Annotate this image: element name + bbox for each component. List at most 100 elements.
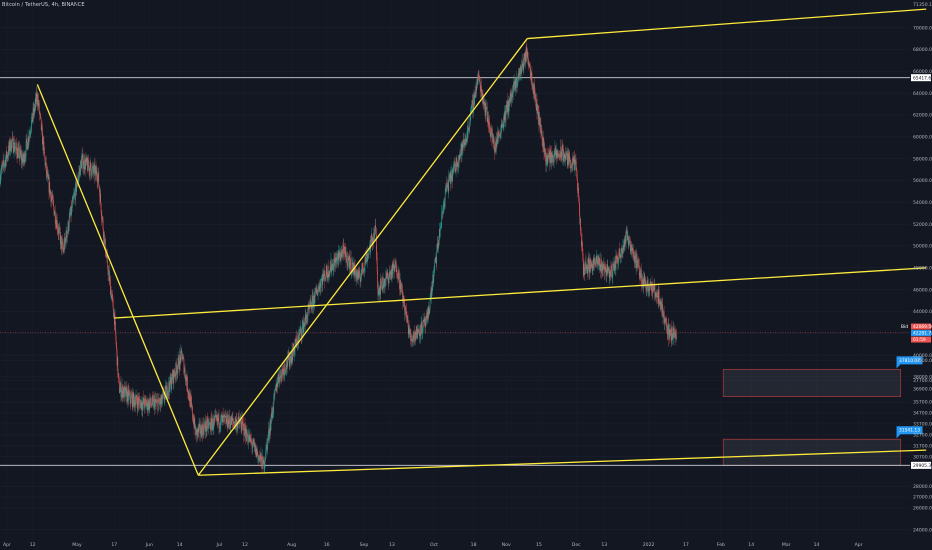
candle-body — [129, 392, 131, 401]
candle-body — [424, 317, 425, 322]
candle-body — [241, 418, 243, 422]
candle-body — [559, 154, 560, 157]
candle-body — [379, 290, 380, 296]
candle-body — [261, 467, 263, 469]
candle-body — [371, 235, 373, 237]
candle-body — [173, 370, 174, 384]
candle-body — [167, 391, 169, 397]
candle-body — [349, 255, 350, 269]
candle-body — [466, 138, 468, 142]
candle-body — [614, 270, 615, 271]
candle-body — [449, 171, 451, 181]
candle-body — [243, 425, 245, 436]
candle-body — [642, 281, 644, 288]
candle-body — [392, 263, 393, 271]
candle-body — [558, 154, 560, 157]
candle-body — [577, 187, 579, 194]
candle-body — [483, 101, 484, 105]
candle-body — [167, 396, 168, 398]
candle-body — [429, 308, 430, 314]
candle-body — [210, 422, 211, 430]
price-tick-label: 60000.00 — [913, 134, 932, 140]
candle-body — [255, 445, 257, 458]
candle-body — [23, 153, 24, 162]
price-tick-label: 52000.00 — [913, 222, 932, 228]
candle-body — [42, 128, 43, 145]
candle-body — [393, 264, 394, 266]
candle-body — [467, 125, 469, 132]
candle-body — [443, 205, 444, 209]
candle-body — [392, 264, 394, 274]
candle-body — [665, 317, 667, 319]
candle-body — [474, 91, 476, 98]
candle-body — [379, 285, 381, 291]
candle-body — [219, 426, 220, 429]
candle-body — [6, 155, 8, 159]
candle-body — [26, 139, 27, 142]
candle-body — [60, 235, 61, 244]
candle-body — [23, 158, 25, 162]
candle-body — [568, 152, 570, 156]
candle-body — [537, 105, 539, 112]
candle-body — [446, 182, 448, 187]
candle-body — [412, 339, 414, 341]
candle-body — [521, 60, 523, 71]
candle-body — [427, 312, 429, 319]
candle-body — [399, 279, 401, 289]
candle-body — [197, 429, 198, 434]
candle-body — [410, 335, 412, 341]
candle-body — [229, 423, 231, 428]
candle-body — [565, 155, 567, 160]
candle-body — [269, 425, 271, 432]
candle-body — [641, 274, 642, 285]
candle-body — [308, 304, 310, 310]
candle-body — [622, 245, 624, 251]
candle-body — [252, 446, 253, 448]
candle-body — [657, 292, 659, 304]
candle-body — [300, 327, 301, 331]
price-tick-label: 44000.00 — [913, 309, 932, 315]
candle-body — [519, 72, 521, 80]
candle-body — [260, 453, 262, 459]
candle-body — [617, 262, 619, 263]
candle-body — [189, 394, 191, 407]
candle-body — [164, 393, 166, 400]
time-tick-label: Jun — [145, 542, 153, 548]
candle-body — [320, 282, 321, 284]
candle-body — [260, 454, 261, 461]
candle-body — [337, 252, 339, 260]
candle-body — [595, 263, 596, 265]
candle-body — [51, 197, 52, 203]
candle-body — [481, 92, 483, 97]
candle-body — [505, 104, 507, 106]
candle-body — [101, 217, 103, 220]
candle-body — [634, 255, 636, 264]
candle-body — [244, 424, 245, 436]
candle-body — [313, 295, 315, 304]
candle-body — [60, 235, 62, 238]
candle-body — [638, 265, 640, 276]
candle-body — [278, 381, 280, 383]
candle-body — [255, 445, 256, 455]
candle-body — [458, 155, 460, 162]
candle-body — [43, 141, 44, 151]
candle-body — [82, 154, 83, 157]
candle-body — [574, 157, 575, 165]
candle-body — [662, 314, 664, 318]
candle-body — [111, 295, 113, 296]
candle-body — [489, 127, 491, 134]
candle-body — [227, 414, 228, 428]
candle-body — [306, 317, 308, 324]
candle-body — [190, 396, 192, 400]
candle-body — [651, 283, 653, 293]
candle-body — [112, 300, 114, 310]
candle-body — [624, 236, 626, 244]
candle-body — [434, 267, 435, 269]
candle-body — [532, 86, 534, 91]
candle-body — [336, 257, 337, 259]
candle-body — [116, 348, 118, 366]
candle-body — [205, 420, 207, 432]
candle-body — [471, 104, 472, 108]
candle-body — [22, 159, 23, 164]
